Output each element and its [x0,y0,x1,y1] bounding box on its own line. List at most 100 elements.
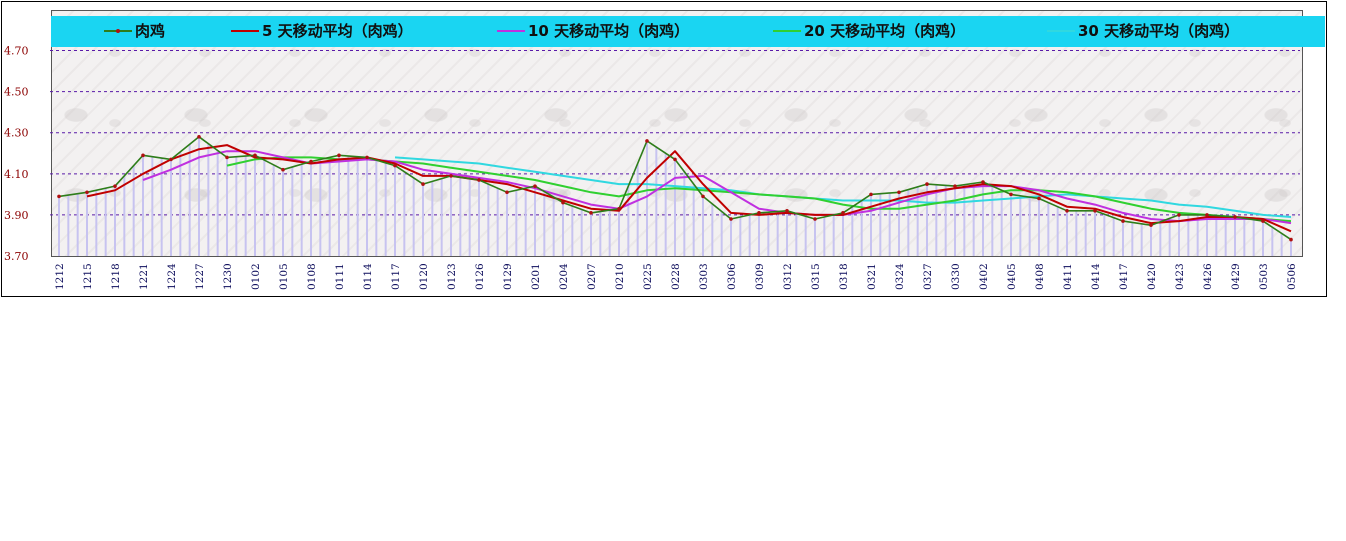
x-tick-label: 0420 [1146,263,1158,290]
price-bar [375,160,378,256]
legend-entry: 肉鸡 [104,22,165,40]
data-point [925,182,929,186]
legend-entry: 5 天移动平均（肉鸡） [231,22,413,40]
price-bar [291,166,294,256]
data-point [1233,215,1237,219]
price-bar [1196,214,1199,256]
price-bar [1094,210,1096,256]
price-bar [515,190,518,256]
price-bar [851,206,854,256]
legend-entry: 20 天移动平均（肉鸡） [773,22,965,40]
price-bar [552,197,555,256]
price-bar [142,155,144,256]
price-bar [478,179,480,256]
price-bar [991,186,994,256]
price-bar [468,178,471,256]
legend-label: 20 天移动平均（肉鸡） [804,22,965,40]
price-bar [842,212,844,256]
x-tick-label: 0306 [726,263,738,290]
x-tick-label: 1227 [194,263,206,290]
x-tick-label: 0129 [502,263,514,290]
y-tick-label: 4.10 [4,168,29,181]
x-axis-ticks: 1212 1215 1218 1221 1224 1227 1230 0102 0105 0108… [54,263,1298,290]
price-bar [394,165,396,256]
price-bar [907,189,910,256]
x-tick-label: 0330 [950,263,962,290]
data-point [365,155,369,160]
x-tick-label: 0114 [362,263,374,290]
price-bar [506,192,508,256]
price-bar [450,175,452,256]
data-point [729,217,733,221]
price-bar [627,186,630,256]
price-bar [244,156,247,256]
data-point [421,182,425,186]
price-bar [412,177,415,256]
data-point [281,167,285,172]
price-bar [496,188,499,256]
legend-label: 10 天移动平均（肉鸡） [528,22,689,40]
price-bar [300,164,303,256]
price-bar [599,211,602,256]
data-point [869,192,873,197]
price-bar [487,184,490,256]
price-bar [76,193,79,256]
price-bar [1122,221,1124,256]
data-point [561,200,565,205]
price-bar [1290,239,1292,256]
price-bar [356,156,359,256]
price-bar [571,206,574,256]
price-bar [1066,210,1068,256]
price-bar [384,162,387,256]
price-bar [898,192,900,256]
x-tick-label: 0318 [838,263,850,290]
y-tick-label: 4.30 [4,127,29,140]
data-point [393,163,397,168]
price-bar [272,164,275,256]
x-tick-label: 0111 [334,263,346,290]
price-bar [132,165,135,256]
series-line-2 [142,150,1292,225]
series-line-3 [226,156,1292,223]
x-tick-label: 0321 [866,263,878,290]
price-bar [1056,206,1059,256]
x-tick-label: 0405 [1006,263,1018,290]
price-bar [748,214,751,256]
price-bar [403,171,406,256]
x-tick-label: 0429 [1230,263,1242,290]
price-bar [1140,223,1143,256]
price-bars [58,136,1292,256]
x-tick-label: 0102 [250,263,262,290]
price-bar [160,158,163,256]
price-bar [1103,214,1106,256]
y-tick-label: 3.90 [4,209,29,222]
price-bar [1215,215,1218,256]
series-line-1 [86,144,1292,233]
legend-label: 5 天移动平均（肉鸡） [262,22,413,40]
price-bar [1271,227,1274,256]
x-tick-label: 1224 [166,263,178,290]
price-bar [954,186,956,256]
data-point [1009,192,1013,197]
price-bar [1168,218,1171,256]
x-tick-label: 0315 [810,263,822,290]
data-point [533,184,537,188]
data-point [449,174,453,178]
price-bar [254,155,256,256]
x-tick-label: 0126 [474,263,486,290]
data-point [225,155,229,160]
price-bar [888,192,891,256]
price-bar [95,190,98,256]
legend-marker [116,29,120,33]
x-tick-label: 0108 [306,263,318,290]
data-point [197,135,201,139]
y-axis-ticks: 3.70 3.90 4.10 4.30 4.50 4.70 [4,45,29,263]
data-point [113,184,117,188]
price-bar [263,160,266,256]
data-point [589,211,593,215]
price-bar [1047,202,1050,256]
data-point [785,209,789,213]
x-tick-label: 0210 [614,263,626,290]
price-bar [804,216,807,256]
data-point [85,190,89,195]
